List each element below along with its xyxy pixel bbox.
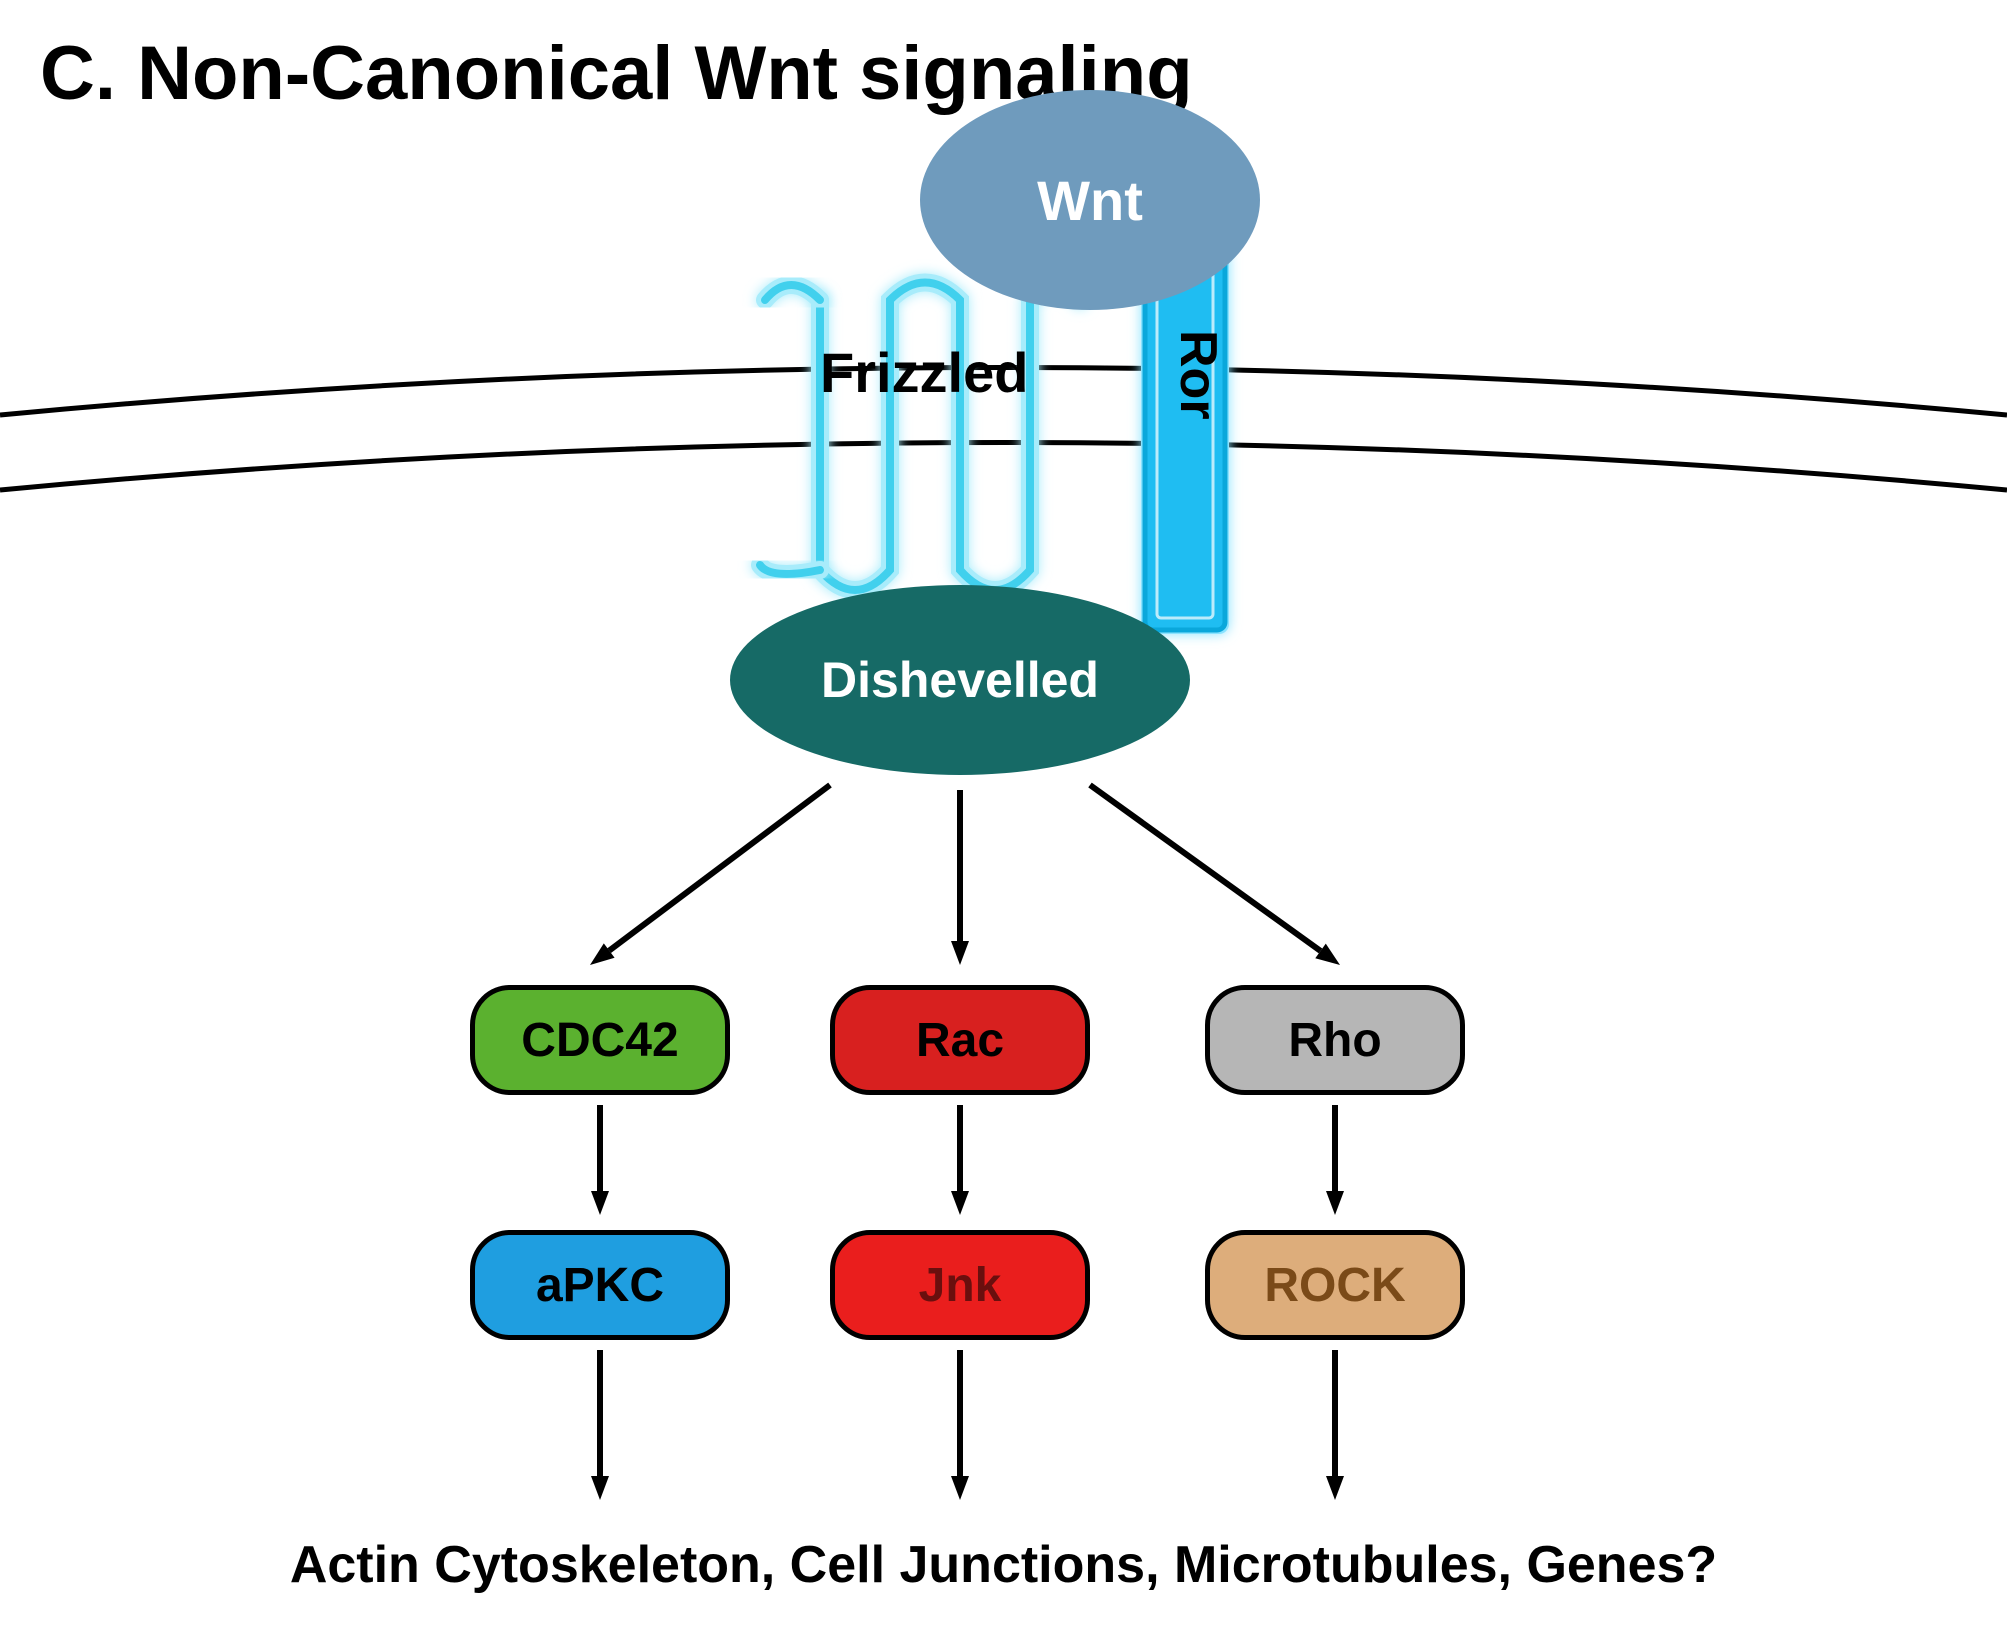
frizzled-label: Frizzled [820, 340, 1028, 405]
cdc42-label: CDC42 [521, 1013, 678, 1068]
ror-label: Ror [1168, 330, 1228, 420]
rho-box: Rho [1205, 985, 1465, 1095]
frizzled-receptor [760, 283, 1080, 591]
wnt-ligand: Wnt [920, 90, 1260, 310]
cdc42-box: CDC42 [470, 985, 730, 1095]
jnk-label: Jnk [919, 1258, 1002, 1313]
wnt-label: Wnt [1037, 168, 1143, 233]
apkc-box: aPKC [470, 1230, 730, 1340]
arrows [590, 785, 1344, 1500]
rac-label: Rac [916, 1013, 1004, 1068]
apkc-label: aPKC [536, 1258, 664, 1313]
rock-label: ROCK [1264, 1258, 1405, 1313]
rho-label: Rho [1288, 1013, 1381, 1068]
rock-box: ROCK [1205, 1230, 1465, 1340]
outcome-text: Actin Cytoskeleton, Cell Junctions, Micr… [0, 1535, 2007, 1595]
dishevelled: Dishevelled [730, 585, 1190, 775]
rac-box: Rac [830, 985, 1090, 1095]
ror-receptor [1141, 246, 1229, 634]
jnk-box: Jnk [830, 1230, 1090, 1340]
dishevelled-label: Dishevelled [821, 651, 1099, 709]
